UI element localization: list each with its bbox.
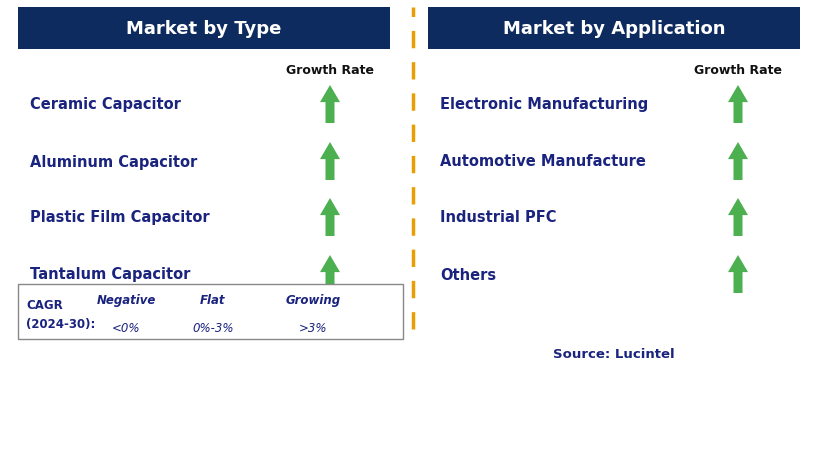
Text: Ceramic Capacitor: Ceramic Capacitor	[30, 97, 181, 112]
Polygon shape	[366, 299, 380, 325]
Text: Electronic Manufacturing: Electronic Manufacturing	[440, 97, 648, 112]
Text: Market by Type: Market by Type	[126, 20, 281, 38]
Text: (2024-30):: (2024-30):	[26, 318, 96, 330]
Polygon shape	[320, 143, 340, 180]
Polygon shape	[320, 256, 340, 293]
Polygon shape	[320, 86, 340, 124]
Text: 0%-3%: 0%-3%	[192, 322, 234, 335]
Text: Flat: Flat	[200, 293, 226, 306]
Text: Tantalum Capacitor: Tantalum Capacitor	[30, 267, 191, 282]
Polygon shape	[728, 86, 748, 124]
Text: Source: Lucintel: Source: Lucintel	[553, 348, 675, 361]
Text: >3%: >3%	[299, 322, 327, 335]
Bar	[18, 285, 403, 339]
Text: Automotive Manufacture: Automotive Manufacture	[440, 154, 646, 169]
Polygon shape	[223, 303, 253, 321]
Text: Industrial PFC: Industrial PFC	[440, 210, 556, 225]
Bar	[428, 8, 800, 50]
Text: Growth Rate: Growth Rate	[286, 63, 374, 76]
Polygon shape	[320, 199, 340, 236]
Polygon shape	[728, 256, 748, 293]
Text: Growth Rate: Growth Rate	[694, 63, 782, 76]
Text: Others: Others	[440, 267, 497, 282]
Text: Negative: Negative	[97, 293, 155, 306]
Text: Plastic Film Capacitor: Plastic Film Capacitor	[30, 210, 209, 225]
Polygon shape	[728, 143, 748, 180]
Text: Aluminum Capacitor: Aluminum Capacitor	[30, 154, 197, 169]
Text: CAGR: CAGR	[26, 299, 63, 312]
Polygon shape	[141, 299, 155, 325]
Text: Growing: Growing	[285, 293, 340, 306]
Text: Market by Application: Market by Application	[503, 20, 726, 38]
Bar	[18, 8, 390, 50]
Text: <0%: <0%	[112, 322, 140, 335]
Polygon shape	[728, 199, 748, 236]
